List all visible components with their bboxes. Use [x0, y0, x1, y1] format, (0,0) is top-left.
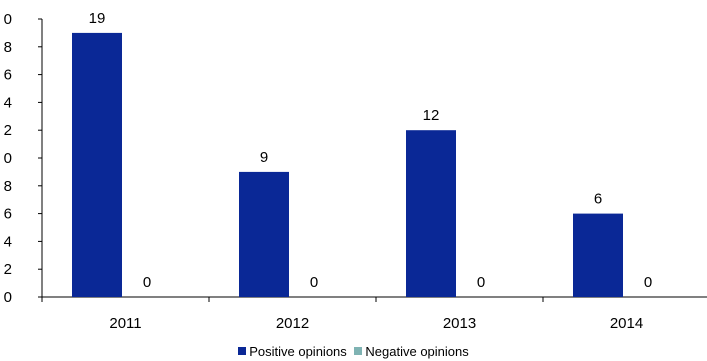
y-tick-label: 2 — [4, 122, 12, 139]
y-tick-label: 0 — [4, 11, 12, 28]
y-tick-label: 8 — [4, 39, 12, 56]
y-tick-label: 6 — [4, 206, 12, 223]
bar-positive-2011 — [72, 32, 122, 298]
legend-swatch-negative — [354, 347, 363, 355]
data-label-positive-2012: 9 — [260, 149, 268, 166]
data-label-negative-2011: 0 — [143, 274, 151, 291]
legend-item-negative: Negative opinions — [354, 343, 469, 359]
x-category-label: 2014 — [610, 315, 643, 332]
data-labels: 19 0 9 0 12 0 6 0 — [89, 10, 653, 291]
data-label-positive-2013: 12 — [423, 107, 440, 124]
y-tick-label: 8 — [4, 178, 12, 195]
y-axis-ticks: 0 2 4 6 8 0 2 4 6 8 0 — [4, 11, 544, 306]
data-label-negative-2012: 0 — [310, 274, 318, 291]
y-tick-label: 2 — [4, 261, 12, 278]
y-tick-label: 4 — [4, 233, 12, 250]
x-axis-labels: 2011 2012 2013 2014 — [109, 315, 643, 332]
legend-swatch-positive — [238, 347, 247, 355]
x-category-label: 2012 — [276, 315, 309, 332]
x-category-label: 2011 — [109, 315, 141, 332]
bar-positive-2013 — [406, 130, 456, 297]
legend-label-positive: Positive opinions — [249, 343, 347, 359]
data-label-negative-2013: 0 — [477, 274, 485, 291]
legend-label-negative: Negative opinions — [365, 343, 469, 359]
bar-positive-2012 — [239, 171, 289, 297]
y-tick-label: 0 — [4, 289, 12, 306]
y-tick-label: 4 — [4, 94, 12, 111]
data-label-positive-2011: 19 — [89, 10, 106, 27]
data-label-negative-2014: 0 — [644, 274, 652, 291]
legend: Positive opinions Negative opinions — [0, 343, 707, 359]
bar-positive-2014 — [573, 213, 623, 297]
legend-item-positive: Positive opinions — [238, 344, 347, 359]
data-label-positive-2014: 6 — [594, 191, 602, 208]
bar-chart: 0 2 4 6 8 0 2 4 6 8 0 19 0 9 0 12 0 6 0 2011 2012 2013 2014 — [4, 10, 707, 332]
x-category-label: 2013 — [443, 315, 476, 332]
y-tick-label: 6 — [4, 67, 12, 84]
bars — [72, 32, 623, 298]
y-tick-label: 0 — [4, 150, 12, 167]
